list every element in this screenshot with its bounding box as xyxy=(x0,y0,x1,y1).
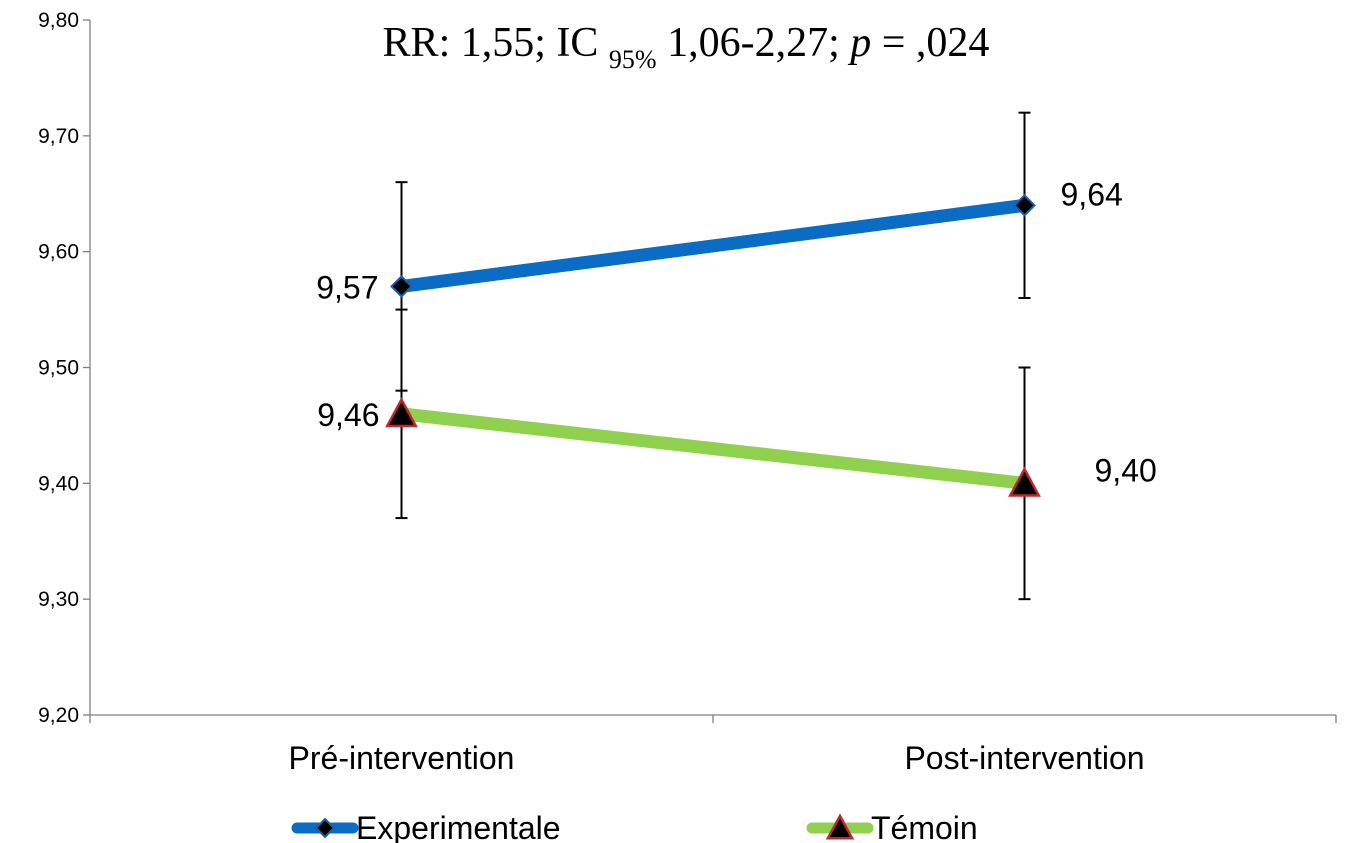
series-1: 9,46 9,40 xyxy=(317,308,1157,601)
y-tick-label: 9,20 xyxy=(38,704,79,727)
y-tick-label: 9,80 xyxy=(38,9,79,32)
data-label: 9,40 xyxy=(1095,452,1157,488)
plot-area: 9,57 9,64 9,46 9,40 xyxy=(316,111,1157,601)
chart-title-middle: 1,06-2,27; xyxy=(667,20,840,66)
y-tick-label: 9,30 xyxy=(38,588,79,611)
chart-title: RR: 1,55; IC 95% 1,06-2,27; p = ,024 xyxy=(383,20,990,78)
chart-title-subscript: 95% xyxy=(609,45,657,74)
data-label: 9,46 xyxy=(317,397,379,433)
chart-title-prefix: RR: 1,55; IC xyxy=(383,20,599,66)
chart-title-p: p xyxy=(847,20,871,66)
series-0: 9,57 9,64 xyxy=(316,111,1123,392)
data-point xyxy=(390,275,413,298)
legend-label: Experimentale xyxy=(356,810,561,843)
y-tick-label: 9,40 xyxy=(38,472,79,495)
data-point xyxy=(1008,466,1041,497)
legend-item-0: Experimentale xyxy=(291,810,561,843)
legend: Experimentale Témoin xyxy=(291,810,978,843)
data-point xyxy=(1013,193,1036,217)
legend-label: Témoin xyxy=(871,810,978,843)
axes: 9,20 9,30 9,40 9,50 9,60 9,70 9,80 Pré-interven… xyxy=(38,9,1337,776)
chart-title-suffix: = ,024 xyxy=(882,20,990,66)
series-line xyxy=(395,198,1031,293)
series-line xyxy=(395,407,1031,490)
y-tick-label: 9,60 xyxy=(38,241,79,264)
data-label: 9,57 xyxy=(316,269,378,305)
x-tick-label: Post-intervention xyxy=(904,740,1144,776)
data-label: 9,64 xyxy=(1061,176,1123,212)
y-tick-label: 9,50 xyxy=(38,357,79,380)
legend-marker xyxy=(314,817,336,839)
legend-item-1: Témoin xyxy=(806,810,978,843)
x-tick-label: Pré-intervention xyxy=(289,740,515,776)
data-point xyxy=(385,396,418,428)
y-tick-label: 9,70 xyxy=(38,125,79,148)
legend-marker xyxy=(825,813,855,840)
